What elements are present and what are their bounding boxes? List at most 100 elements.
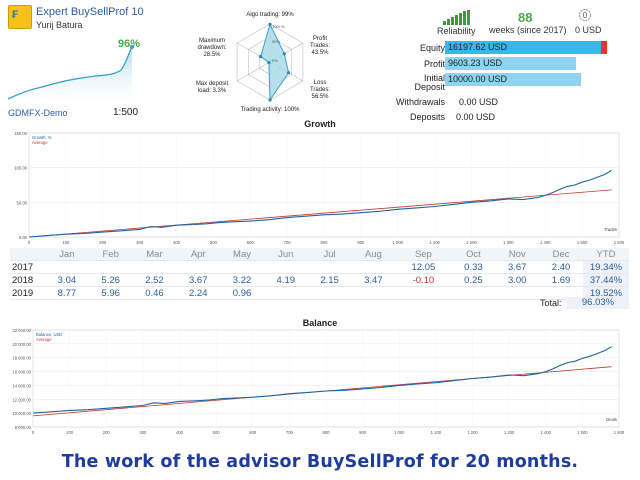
table-month-cell: 12.05: [395, 260, 452, 274]
expert-logo-icon: ₣: [8, 5, 32, 29]
radar-point: [286, 71, 291, 75]
legend-entry: Growth, %: [32, 135, 52, 140]
table-header-cell: May: [220, 248, 264, 261]
table-month-cell: 3.00: [495, 273, 540, 287]
profit-value: 9603.23 USD: [448, 58, 503, 68]
svg-text:0: 0: [583, 11, 588, 20]
table-month-cell: 3.67: [495, 260, 540, 274]
profit-label: Profit: [423, 59, 445, 69]
x-tick-label: 1 600: [614, 430, 625, 435]
x-tick-label: 800: [323, 430, 331, 435]
table-month-cell: [132, 260, 177, 274]
table-ytd-cell: 19.34%: [583, 260, 629, 274]
server-name[interactable]: GDMFX-Demo: [8, 108, 68, 118]
radar-axis: [236, 61, 271, 82]
initial-deposit-bar: 10000.00 USD: [445, 73, 607, 86]
table-year-cell: 2019: [10, 286, 45, 300]
table-header-cell: YTD: [583, 248, 629, 261]
initial-deposit-label: Initial Deposit: [414, 73, 445, 92]
radar-scale-label: 0%: [272, 58, 278, 63]
y-tick-label: 100.00: [14, 166, 27, 171]
radar-point: [268, 98, 272, 102]
author-name[interactable]: Yurij Batura: [36, 20, 83, 30]
table-month-cell: [539, 286, 583, 300]
table-header-cell: Mar: [132, 248, 177, 261]
table-header-cell: Jan: [45, 248, 89, 261]
y-tick-label: 150.00: [14, 131, 27, 136]
table-month-cell: [220, 260, 264, 274]
table-month-cell: 3.47: [351, 273, 396, 287]
total-value: 96.03%: [567, 297, 629, 309]
caption-text: The work of the advisor BuySellProf for …: [61, 452, 579, 472]
table-month-cell: 2.24: [176, 286, 221, 300]
x-tick-label: 1 100: [429, 240, 440, 245]
x-tick-label: 800: [321, 240, 329, 245]
withdrawals-label: Withdrawals: [395, 97, 445, 107]
radar-scale-label: 100+%: [272, 24, 285, 29]
x-tick-label: 400: [173, 240, 181, 245]
table-ytd-cell: 19.52%: [583, 286, 629, 300]
table-month-cell: 3.67: [176, 273, 221, 287]
table-header-cell: Jul: [307, 248, 352, 261]
table-month-cell: 5.26: [88, 273, 133, 287]
risk-radar-chart: 100+% 50% 0%: [236, 22, 304, 102]
monthly-returns-table: Jan Feb Mar Apr May Jun Jul Aug Sep Oct Nov Dec YTD 2…: [10, 248, 629, 300]
leverage: 1:500: [113, 107, 139, 118]
table-header-cell: Apr: [176, 248, 221, 261]
table-header-cell: Dec: [539, 248, 583, 261]
x-tick-label: 1 600: [614, 240, 625, 245]
x-tick-label: 1 500: [577, 430, 588, 435]
radar-label-loss: Loss Trades: 56.5%: [309, 80, 331, 100]
table-header-cell: Jun: [263, 248, 308, 261]
table-month-cell: 5.96: [88, 286, 133, 300]
reliability-label: Reliability: [437, 26, 476, 36]
withdrawals-value: 0.00 USD: [459, 97, 499, 107]
x-tick-label: 1 000: [394, 430, 405, 435]
x-tick-label: 1 100: [431, 430, 442, 435]
x-tick-label: 600: [249, 430, 257, 435]
series-line-growth-: [28, 169, 612, 238]
table-month-cell: 3.22: [220, 273, 264, 287]
x-tick-label: 200: [99, 240, 107, 245]
expert-title[interactable]: Expert BuySellProf 10: [36, 6, 144, 18]
x-tick-label: 1 500: [577, 240, 588, 245]
table-row: 2017 12.05 0.33 3.67 2.40 19.34%: [10, 260, 629, 274]
x-tick-label: 1 000: [393, 240, 404, 245]
table-header-cell: Oct: [451, 248, 496, 261]
x-tick-label: 1 200: [466, 240, 477, 245]
table-month-cell: -0.10: [395, 273, 452, 287]
x-tick-label: 300: [136, 240, 144, 245]
series-line-average: [28, 189, 612, 238]
table-month-cell: [88, 260, 133, 274]
y-tick-label: 10 000.00: [12, 411, 31, 416]
table-month-cell: [495, 286, 540, 300]
table-month-cell: [395, 286, 452, 300]
series-line-balance-usd: [32, 346, 612, 414]
table-month-cell: 2.40: [539, 260, 583, 274]
x-tick-label: 100: [62, 240, 70, 245]
table-month-cell: [263, 260, 308, 274]
x-tick-label: 1 400: [541, 430, 552, 435]
table-year-cell: 2017: [10, 260, 45, 274]
x-tick-label: 700: [286, 430, 294, 435]
radar-point: [282, 52, 286, 56]
equity-bar: 16197.62 USD: [445, 41, 607, 54]
x-tick-label: 900: [357, 240, 365, 245]
table-month-cell: 0.33: [451, 260, 496, 274]
x-tick-label: 700: [284, 240, 292, 245]
coin-icon: 0: [579, 9, 591, 21]
radar-point: [268, 22, 272, 26]
table-month-cell: 0.25: [451, 273, 496, 287]
table-month-cell: 8.77: [45, 286, 89, 300]
y-tick-label: 20 000.00: [12, 342, 31, 347]
legend-entry: Average: [36, 337, 52, 342]
x-tick-label: 600: [247, 240, 255, 245]
x-tick-label: 1 300: [504, 430, 515, 435]
legend-entry: Average: [32, 140, 48, 145]
table-month-cell: [351, 286, 396, 300]
balance-line-chart: 8 000.00 10 000.00 12 000.00 14 000.00 16 00…: [12, 328, 625, 435]
y-tick-label: 12 000.00: [12, 397, 31, 402]
x-tick-label: 500: [210, 240, 218, 245]
table-month-cell: [307, 260, 352, 274]
table-month-cell: [176, 260, 221, 274]
